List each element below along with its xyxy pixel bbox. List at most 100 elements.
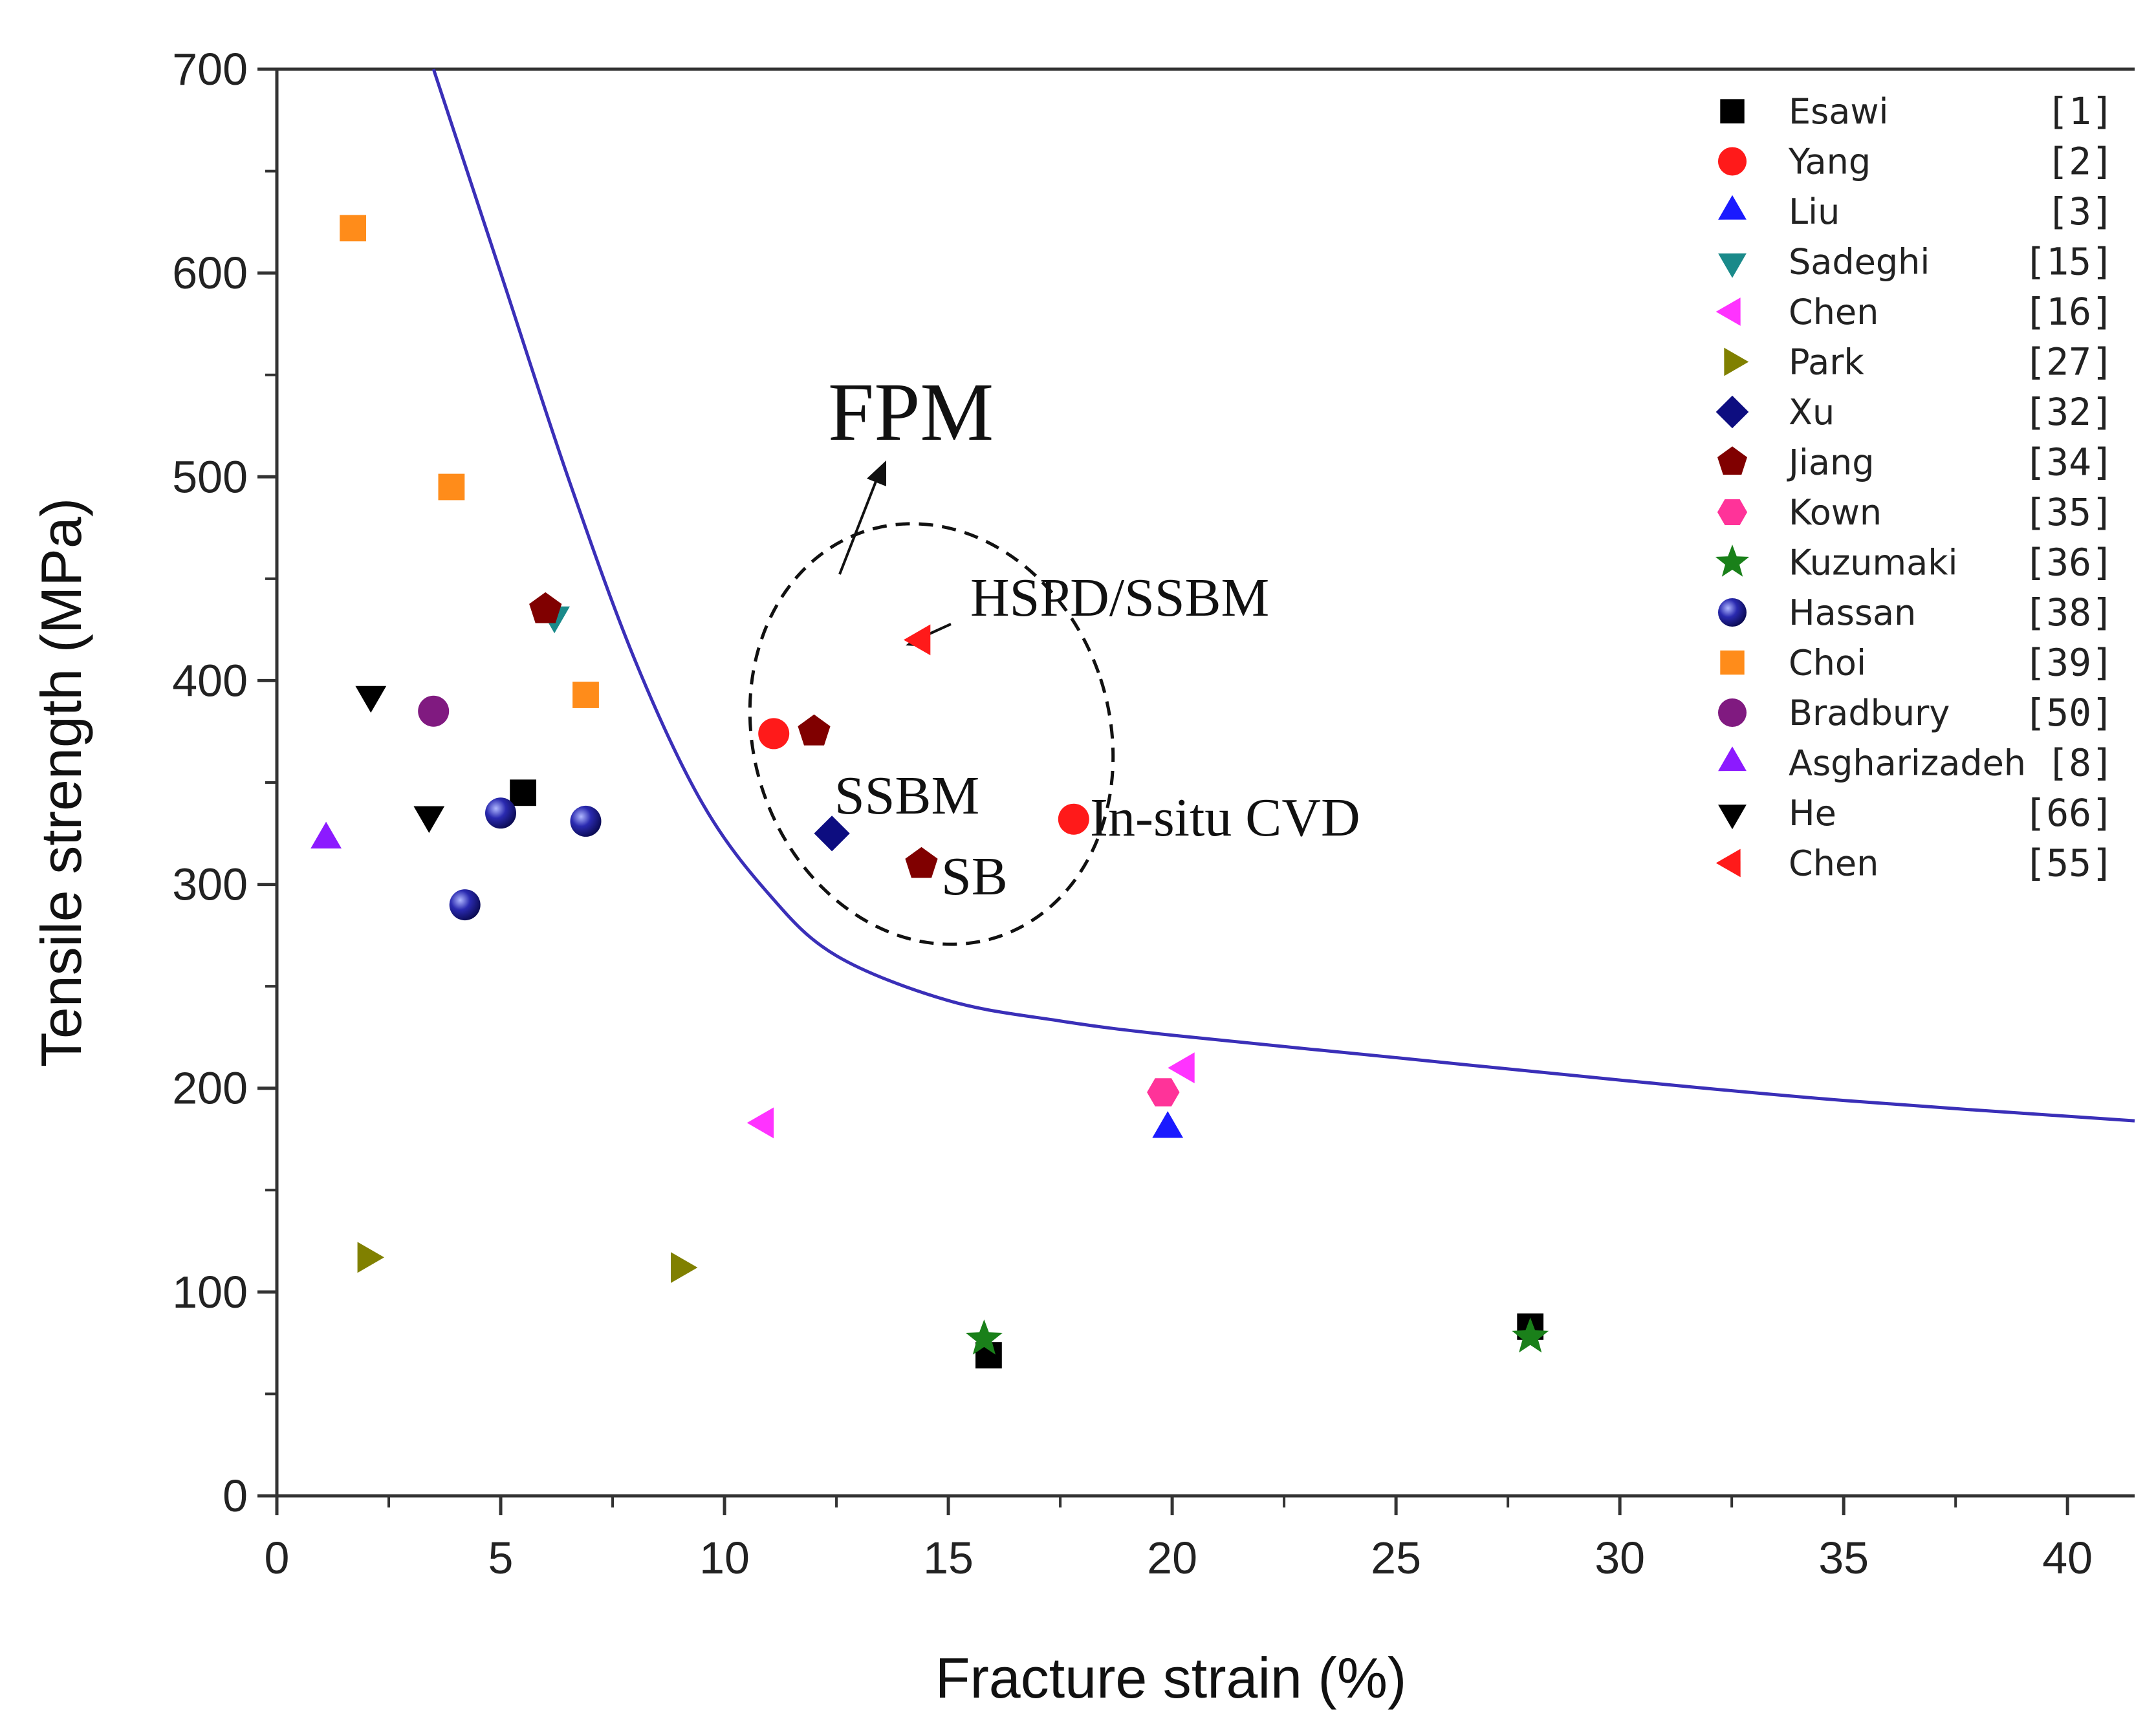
point-park-5-1 [671, 1252, 698, 1283]
legend-label: Hassan [1789, 592, 1916, 633]
legend-label: Choi [1789, 643, 1866, 684]
legend-label: Park [1789, 342, 1864, 383]
legend-ref: [27] [2023, 340, 2114, 384]
legend-ref: [3] [2046, 189, 2114, 233]
legend-item-asgharizadeh-13: Asgharizadeh [8] [1718, 741, 2114, 785]
legend-ref: [66] [2023, 791, 2114, 835]
point-jiang-7-0 [529, 592, 562, 623]
legend-marker [1718, 147, 1747, 176]
point-he-14-1 [413, 806, 445, 833]
x-tick-label-35: 35 [1818, 1533, 1869, 1583]
legend-marker [1717, 499, 1748, 525]
legend-ref: [16] [2023, 290, 2114, 334]
point-yang-1-0 [758, 718, 790, 750]
x-tick-label-0: 0 [265, 1533, 290, 1583]
legend: Esawi [1] Yang [2] Liu [3] Sadeghi [15] Chen [16]… [1715, 89, 2114, 885]
x-tick-label-20: 20 [1147, 1533, 1197, 1583]
legend-marker [1718, 598, 1747, 627]
point-chen-4-0 [746, 1107, 774, 1139]
legend-marker [1718, 746, 1747, 772]
legend-label: He [1789, 793, 1836, 834]
legend-label: Esawi [1789, 91, 1889, 132]
legend-item-park-5: Park [27] [1724, 340, 2114, 384]
legend-item-liu-2: Liu [3] [1718, 189, 2114, 233]
legend-item-hassan-10: Hassan [38] [1718, 590, 2114, 634]
legend-item-xu-6: Xu [32] [1715, 390, 2114, 434]
point-hassan-10-1 [570, 805, 602, 837]
legend-item-jiang-7: Jiang [34] [1717, 440, 2114, 484]
x-tick-label-5: 5 [488, 1533, 514, 1583]
legend-item-yang-1: Yang [2] [1718, 140, 2114, 184]
legend-marker [1715, 848, 1741, 878]
y-tick-label-700: 700 [172, 44, 248, 94]
legend-item-kown-8: Kown [35] [1717, 490, 2114, 534]
legend-item-chen-4: Chen [16] [1715, 290, 2114, 334]
point-esawi-0-0 [510, 779, 536, 806]
legend-label: Xu [1789, 392, 1835, 433]
point-bradbury-12-0 [418, 695, 450, 727]
x-tick-label-25: 25 [1371, 1533, 1421, 1583]
legend-ref: [15] [2023, 240, 2114, 284]
legend-ref: [36] [2023, 541, 2114, 585]
point-choi-11-0 [340, 215, 366, 242]
point-choi-11-2 [572, 682, 599, 708]
fpm-region-ellipse [748, 522, 1115, 946]
legend-label: Yang [1788, 142, 1871, 182]
x-tick-label-40: 40 [2042, 1533, 2093, 1583]
legend-label: Jiang [1787, 442, 1875, 483]
point-chen-4-1 [1168, 1052, 1195, 1084]
y-tick-label-300: 300 [172, 859, 248, 910]
y-tick-label-0: 0 [223, 1471, 248, 1521]
y-tick-label-100: 100 [172, 1267, 248, 1317]
y-tick-label-400: 400 [172, 655, 248, 706]
legend-marker [1718, 698, 1747, 727]
legend-ref: [2] [2046, 140, 2114, 184]
legend-marker [1724, 347, 1749, 376]
legend-ref: [38] [2023, 590, 2114, 634]
point-hassan-10-2 [449, 889, 481, 921]
legend-marker [1718, 195, 1747, 220]
legend-marker [1715, 395, 1749, 429]
legend-ref: [1] [2046, 89, 2114, 133]
point-liu-2-0 [1152, 1111, 1184, 1138]
legend-marker [1717, 446, 1747, 475]
legend-marker [1720, 650, 1745, 675]
legend-marker [1718, 805, 1747, 830]
x-tick-label-10: 10 [699, 1533, 750, 1583]
legend-label: Liu [1789, 191, 1840, 232]
legend-label: Kown [1789, 492, 1882, 533]
point-kown-8-0 [1147, 1078, 1180, 1107]
legend-item-sadeghi-3: Sadeghi [15] [1718, 240, 2114, 284]
legend-ref: [8] [2046, 741, 2114, 785]
legend-ref: [35] [2023, 490, 2114, 534]
fpm-arrow [838, 460, 886, 575]
annotation-ssbm: SSBM [834, 766, 979, 826]
legend-marker [1720, 99, 1745, 124]
point-park-5-0 [357, 1242, 384, 1273]
legend-label: Asgharizadeh [1789, 743, 2026, 784]
y-tick-label-200: 200 [172, 1063, 248, 1114]
legend-marker [1715, 545, 1750, 577]
legend-item-esawi-0: Esawi [1] [1720, 89, 2114, 133]
point-choi-11-1 [438, 473, 465, 501]
legend-label: Chen [1789, 292, 1878, 332]
axis-ticks [257, 67, 2069, 1515]
x-tick-label-15: 15 [923, 1533, 974, 1583]
legend-ref: [34] [2023, 440, 2114, 484]
point-jiang-7-1 [798, 714, 831, 746]
annotation-sb: SB [941, 847, 1008, 907]
legend-item-choi-11: Choi [39] [1720, 641, 2114, 685]
legend-marker [1718, 253, 1747, 278]
point-kuzumaki-9-1 [1512, 1317, 1549, 1353]
legend-label: Chen [1789, 843, 1878, 884]
annotation-insitu-cvd: In-situ CVD [1090, 788, 1360, 848]
point-chen-15-0 [903, 624, 931, 656]
legend-label: Sadeghi [1789, 242, 1930, 283]
legend-item-kuzumaki-9: Kuzumaki [36] [1715, 541, 2114, 585]
legend-ref: [39] [2023, 641, 2114, 685]
legend-item-he-14: He [66] [1718, 791, 2114, 835]
fpm-boundary-curve [431, 69, 2135, 1123]
legend-item-bradbury-12: Bradbury [50] [1718, 691, 2114, 735]
data-markers [310, 215, 1549, 1368]
